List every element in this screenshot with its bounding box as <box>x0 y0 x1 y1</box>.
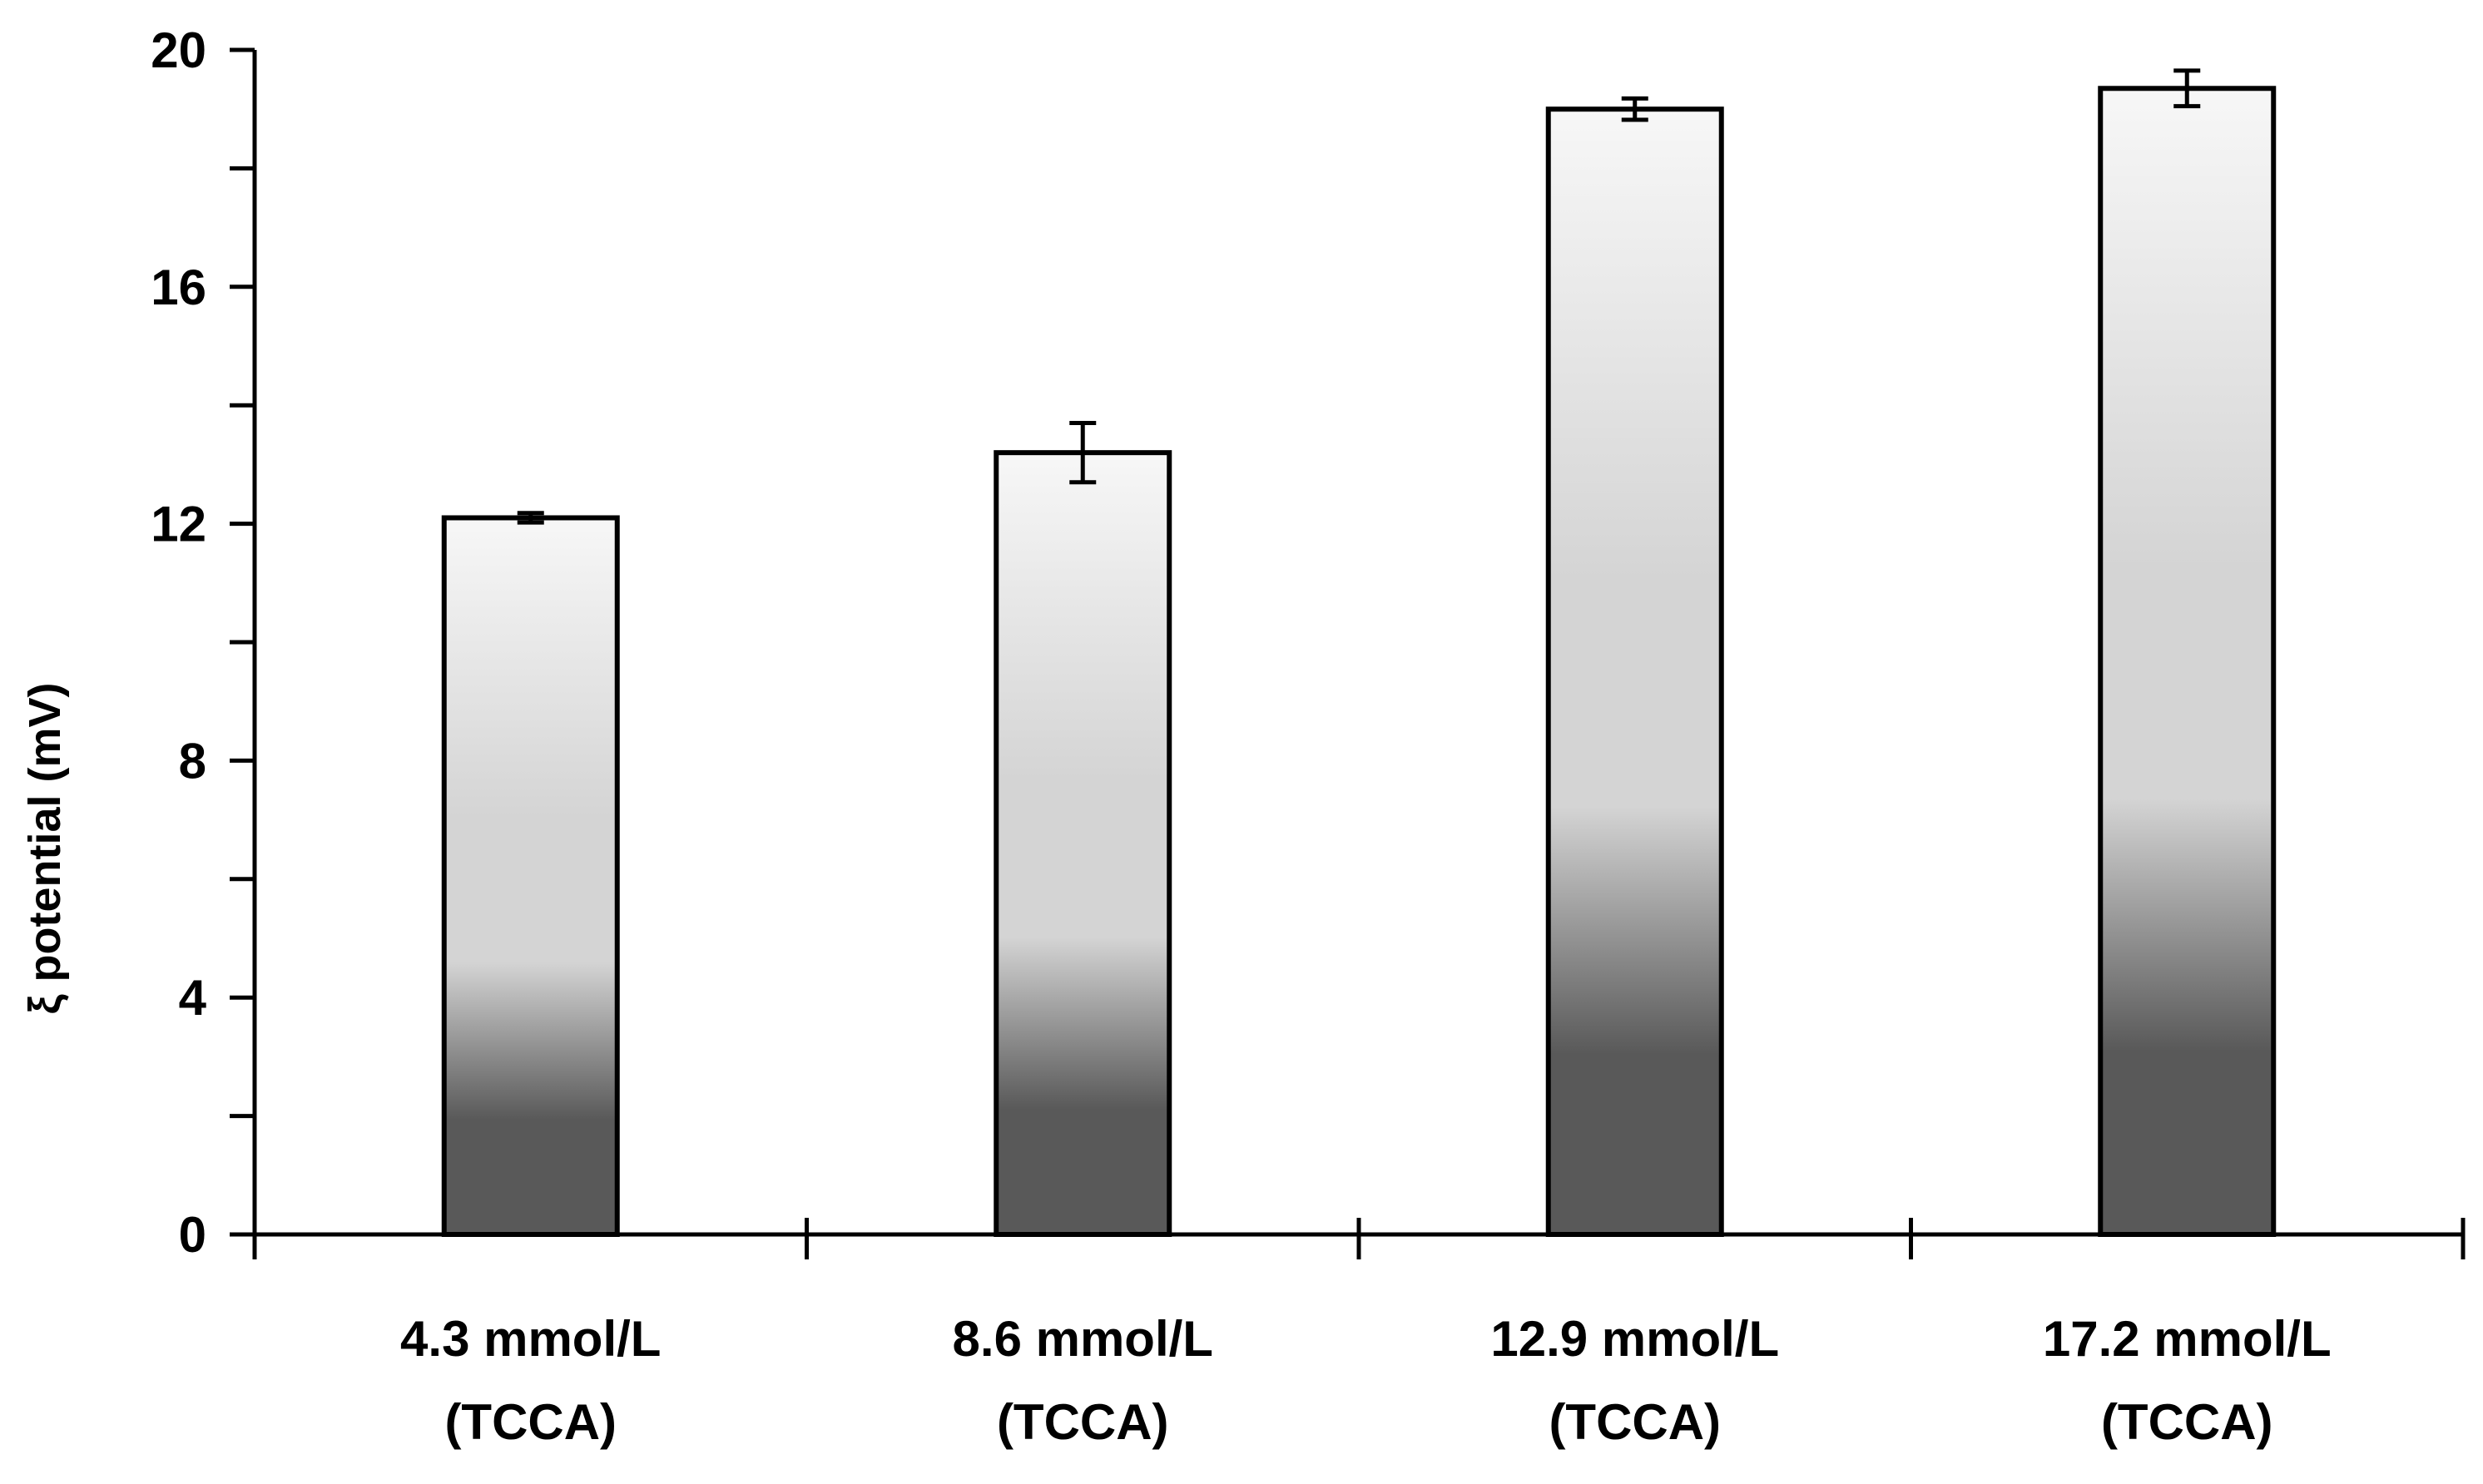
x-category-label: 8.6 mmol/L (TCCA) <box>953 1311 1213 1450</box>
bars-group <box>441 86 2277 1238</box>
y-tick-label: 12 <box>151 497 206 552</box>
bar-4 <box>2098 86 2277 1237</box>
bar-2 <box>994 450 1172 1237</box>
tick-labels-group: 0 4 8 12 16 20 4.3 mmol/L (TCCA) 8.6 mmol/L (TCCA… <box>151 22 2331 1450</box>
y-axis-label: ξ potential (mV) <box>20 682 70 1014</box>
x-category-label: 4.3 mmol/L (TCCA) <box>400 1311 661 1450</box>
x-category-label: 17.2 mmol/L (TCCA) <box>2043 1311 2332 1450</box>
error-bar-1 <box>517 511 544 525</box>
error-bar-3 <box>1621 96 1648 122</box>
y-tick-label: 16 <box>151 260 206 315</box>
y-tick-label: 8 <box>179 733 206 789</box>
axes-group <box>230 47 2466 1259</box>
y-tick-label: 4 <box>179 970 207 1026</box>
bar-3 <box>1545 106 1724 1238</box>
y-tick-label: 20 <box>151 22 206 78</box>
error-bar-2 <box>1069 421 1097 485</box>
x-category-label: 12.9 mmol/L (TCCA) <box>1490 1311 1779 1450</box>
y-tick-label: 0 <box>179 1207 206 1263</box>
error-bars-group <box>517 68 2201 525</box>
error-bar-4 <box>2173 68 2201 109</box>
bar-1 <box>441 515 620 1237</box>
